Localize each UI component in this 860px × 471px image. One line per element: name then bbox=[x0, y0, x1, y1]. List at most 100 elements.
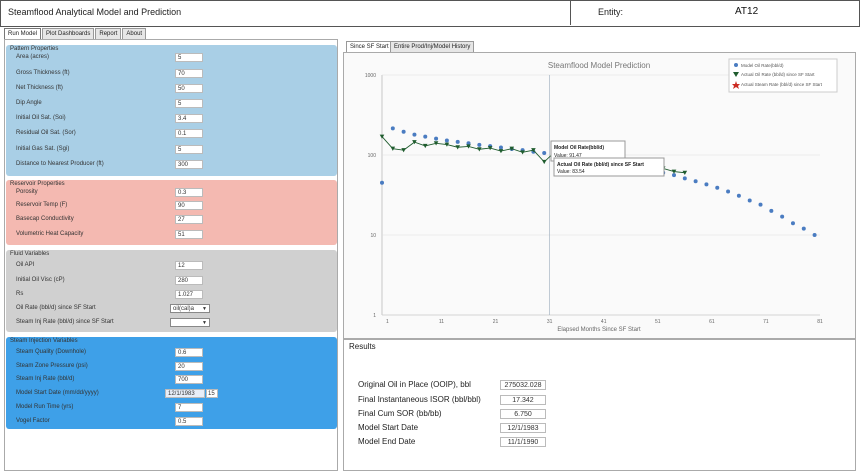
entity-label: Entity: bbox=[598, 7, 624, 17]
fluid-variables-section: Fluid Variables Oil API 12 Initial Oil Vi… bbox=[6, 250, 337, 332]
chevron-down-icon: ▼ bbox=[202, 320, 207, 326]
steam-injection-section: Steam Injection Variables Steam Quality … bbox=[6, 337, 337, 429]
model-oil-rate-point bbox=[801, 226, 806, 231]
model-oil-rate-point bbox=[401, 129, 406, 134]
model-oil-rate-point bbox=[693, 179, 698, 184]
x-axis-label: Elapsed Months Since SF Start bbox=[557, 327, 641, 333]
area-input[interactable]: 5 bbox=[175, 53, 203, 62]
actual-oil-rate-point bbox=[455, 145, 461, 150]
model-oil-rate-point bbox=[780, 214, 785, 219]
svg-text:Model Oil Rate(bbl/d): Model Oil Rate(bbl/d) bbox=[554, 145, 604, 151]
residual-oil-sat-input[interactable]: 0.1 bbox=[175, 129, 203, 138]
model-oil-rate-point bbox=[790, 221, 795, 226]
app-title: Steamflood Analytical Model and Predicti… bbox=[8, 7, 182, 17]
basecap-conductivity-input[interactable]: 27 bbox=[175, 215, 203, 224]
tab-entire-history[interactable]: Entire Prod/Inj/Model History bbox=[390, 41, 475, 52]
actual-oil-rate-point bbox=[401, 148, 406, 153]
actual-oil-rate-point bbox=[520, 150, 525, 155]
model-start-date-input[interactable]: 12/1/1983 bbox=[165, 389, 205, 398]
model-oil-rate-point bbox=[672, 173, 676, 178]
actual-oil-rate-point bbox=[433, 141, 439, 146]
model-oil-rate-point bbox=[736, 193, 741, 198]
porosity-input[interactable]: 0.3 bbox=[175, 188, 203, 197]
section-title: Reservoir Properties bbox=[10, 181, 65, 187]
model-oil-rate-point bbox=[380, 180, 384, 185]
dip-angle-input[interactable]: 5 bbox=[175, 99, 203, 108]
actual-oil-rate-point bbox=[444, 142, 450, 147]
volumetric-heat-input[interactable]: 51 bbox=[175, 230, 203, 239]
actual-oil-rate-point bbox=[487, 146, 493, 151]
rs-input[interactable]: 1.027 bbox=[175, 290, 203, 299]
oil-api-input[interactable]: 12 bbox=[175, 261, 203, 270]
svg-text:Value: 91.47: Value: 91.47 bbox=[554, 153, 582, 159]
x-tick-label: 41 bbox=[601, 319, 607, 325]
svg-text:Value: 83.54: Value: 83.54 bbox=[557, 169, 585, 175]
model-oil-rate-point bbox=[747, 198, 752, 203]
cum-sor-value: 6.750 bbox=[500, 409, 546, 419]
distance-producer-input[interactable]: 300 bbox=[175, 160, 203, 169]
steam-rate-dropdown[interactable]: ▼ bbox=[170, 318, 210, 327]
tab-run-model[interactable]: Run Model bbox=[4, 28, 42, 39]
result-row-cum-sor: Final Cum SOR (bb/bb) 6.750 bbox=[358, 409, 558, 420]
model-oil-rate-point bbox=[390, 126, 395, 131]
date-picker-button[interactable]: 15 bbox=[206, 389, 218, 398]
model-oil-rate-point bbox=[726, 189, 731, 194]
actual-oil-rate-point bbox=[379, 134, 385, 139]
model-run-time-input[interactable]: 7 bbox=[175, 403, 203, 412]
initial-gas-sat-input[interactable]: 5 bbox=[175, 145, 203, 154]
section-title: Steam Injection Variables bbox=[10, 338, 78, 344]
entity-value: AT12 bbox=[735, 6, 759, 17]
tab-report[interactable]: Report bbox=[95, 28, 122, 39]
chevron-down-icon: ▼ bbox=[202, 306, 207, 312]
tab-plot-dashboards[interactable]: Plot Dashboards bbox=[42, 28, 95, 39]
model-oil-rate-point bbox=[466, 141, 471, 146]
section-title: Fluid Variables bbox=[10, 251, 50, 257]
model-oil-rate-point bbox=[444, 138, 449, 143]
model-oil-rate-point bbox=[758, 202, 763, 207]
tooltip-actual: Actual Oil Rate (bbl/d) since SF Start V… bbox=[553, 157, 665, 177]
model-oil-rate-point bbox=[715, 185, 720, 190]
reservoir-properties-section: Reservoir Properties Porosity 0.3 Reservo… bbox=[6, 180, 337, 245]
actual-oil-rate-point bbox=[422, 143, 428, 149]
model-oil-rate-point bbox=[434, 136, 439, 141]
y-tick-label: 1 bbox=[373, 313, 376, 319]
gross-thickness-input[interactable]: 70 bbox=[175, 69, 203, 78]
y-tick-label: 1000 bbox=[365, 73, 376, 79]
actual-oil-rate-point bbox=[671, 169, 677, 174]
steam-inj-rate-input[interactable]: 700 bbox=[175, 375, 203, 384]
vogel-factor-input[interactable]: 0.5 bbox=[175, 417, 203, 426]
steam-zone-pressure-input[interactable]: 20 bbox=[175, 362, 203, 371]
result-row-isor: Final Instantaneous ISOR (bbl/bbl) 17.342 bbox=[358, 395, 558, 406]
pattern-properties-section: Pattern Properties Area (acres) 5 Gross T… bbox=[6, 45, 337, 176]
x-tick-label: 11 bbox=[439, 319, 444, 325]
tab-since-sf-start[interactable]: Since SF Start bbox=[346, 41, 393, 52]
steam-quality-input[interactable]: 0.6 bbox=[175, 348, 203, 357]
legend-model-marker bbox=[734, 63, 738, 67]
reservoir-temp-input[interactable]: 90 bbox=[175, 201, 203, 210]
actual-oil-rate-point bbox=[412, 140, 417, 145]
results-panel: Results Original Oil in Place (OOIP), bb… bbox=[343, 339, 856, 471]
y-tick-label: 100 bbox=[368, 153, 377, 159]
model-oil-rate-point bbox=[812, 233, 817, 237]
oil-rate-dropdown[interactable]: oil(cal)a ▼ bbox=[170, 304, 210, 313]
actual-oil-rate-point bbox=[509, 146, 515, 151]
initial-oil-sat-input[interactable]: 3.4 bbox=[175, 114, 203, 123]
result-row-end-date: Model End Date 11/1/1990 bbox=[358, 437, 558, 448]
end-date-value: 11/1/1990 bbox=[500, 437, 546, 447]
model-oil-rate-point bbox=[477, 142, 482, 147]
model-oil-rate-point bbox=[704, 182, 709, 187]
actual-oil-rate-point bbox=[466, 144, 471, 149]
legend-actual-marker bbox=[733, 72, 739, 77]
x-tick-label: 81 bbox=[817, 319, 823, 325]
actual-oil-rate-point bbox=[541, 159, 547, 165]
legend-steam-marker bbox=[732, 81, 740, 89]
tab-about[interactable]: About bbox=[122, 28, 147, 39]
actual-oil-rate-point bbox=[477, 147, 482, 152]
main-tabs: Run Model Plot Dashboards Report About bbox=[4, 28, 147, 39]
chart-title: Steamflood Model Prediction bbox=[548, 61, 650, 70]
x-tick-label: 51 bbox=[655, 319, 661, 325]
ooip-value: 275032.028 bbox=[500, 380, 546, 390]
model-oil-rate-point bbox=[498, 145, 503, 150]
net-thickness-input[interactable]: 50 bbox=[175, 84, 203, 93]
initial-oil-visc-input[interactable]: 280 bbox=[175, 276, 203, 285]
